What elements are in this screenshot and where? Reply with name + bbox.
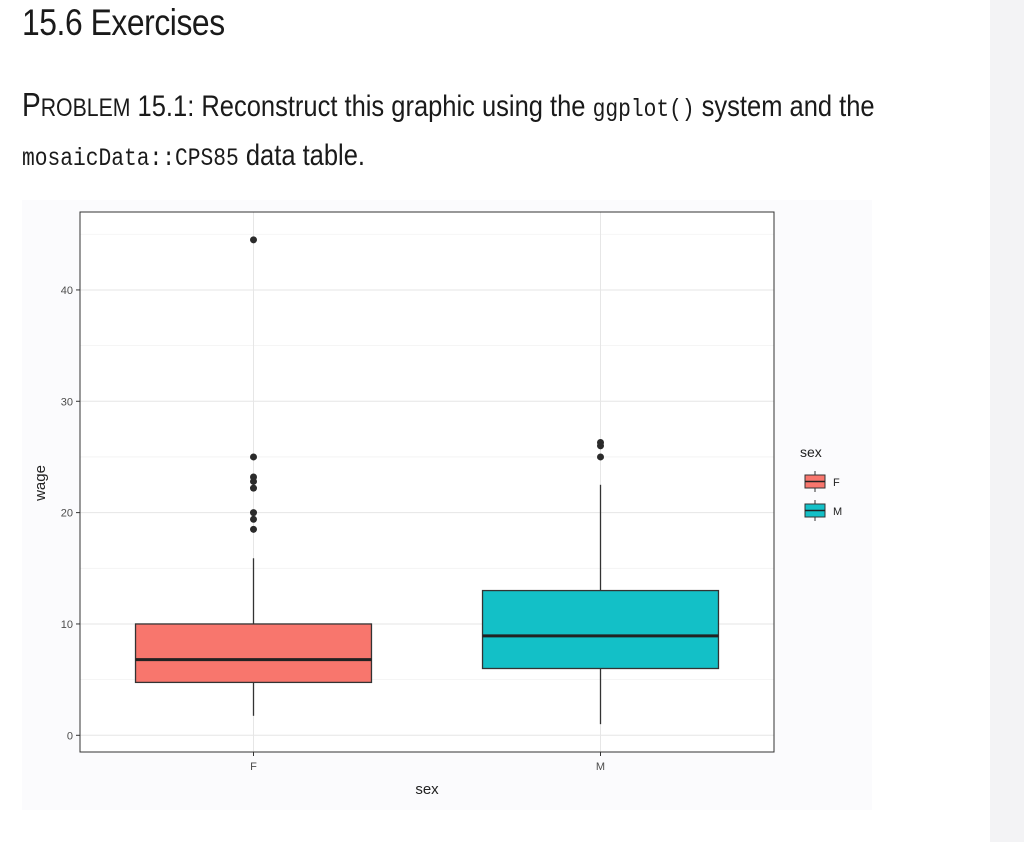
plot-panel-border xyxy=(79,211,775,753)
box-group-f xyxy=(134,236,373,716)
problem-text-before: : Reconstruct this graphic using the xyxy=(187,90,593,123)
box-iqr xyxy=(134,623,373,684)
code-ggplot: ggplot() xyxy=(592,95,695,124)
outlier-point xyxy=(597,453,604,461)
problem-label-rest: ROBLEM xyxy=(40,94,131,122)
outlier-point xyxy=(250,484,257,492)
boxplot-figure: 0 10 20 30 40 F M sex wage sex F M xyxy=(22,200,872,810)
y-tick-label: 30 xyxy=(61,396,73,408)
outlier-point xyxy=(250,515,257,523)
outlier-point xyxy=(250,453,257,461)
outlier-point xyxy=(250,509,257,517)
legend-key-f xyxy=(804,471,826,492)
problem-statement: PROBLEM 15.1: Reconstruct this graphic u… xyxy=(22,82,906,182)
box-iqr xyxy=(481,589,720,670)
problem-label: PROBLEM 15.1 xyxy=(22,86,188,123)
x-tick-label: F xyxy=(250,761,257,773)
scrollbar-track[interactable] xyxy=(990,0,1024,842)
problem-text-middle: system and the xyxy=(694,90,875,123)
outlier-point xyxy=(250,525,257,533)
section-heading: 15.6 Exercises xyxy=(22,2,225,43)
legend-label: M xyxy=(833,506,842,518)
legend-title: sex xyxy=(800,444,822,460)
outlier-point xyxy=(250,236,257,244)
y-tick-label: 10 xyxy=(61,619,73,631)
y-tick-label: 0 xyxy=(67,730,73,742)
x-tick-label: M xyxy=(596,761,605,773)
box-group-m xyxy=(481,438,720,725)
problem-number: 15.1 xyxy=(137,90,188,123)
problem-label-initial: P xyxy=(22,86,41,123)
outlier-point xyxy=(597,438,604,446)
y-tick-label: 20 xyxy=(61,508,73,520)
boxplot-chart: 0 10 20 30 40 F M sex wage sex F M xyxy=(32,211,842,798)
code-dataset: mosaicData::CPS85 xyxy=(22,144,239,173)
legend-key-m xyxy=(804,500,826,521)
problem-text-after: data table. xyxy=(238,139,365,172)
legend-label: F xyxy=(833,477,840,489)
y-axis-title: wage xyxy=(32,465,49,502)
outlier-point xyxy=(250,473,257,481)
y-tick-label: 40 xyxy=(61,285,73,297)
x-axis-title: sex xyxy=(415,781,439,798)
